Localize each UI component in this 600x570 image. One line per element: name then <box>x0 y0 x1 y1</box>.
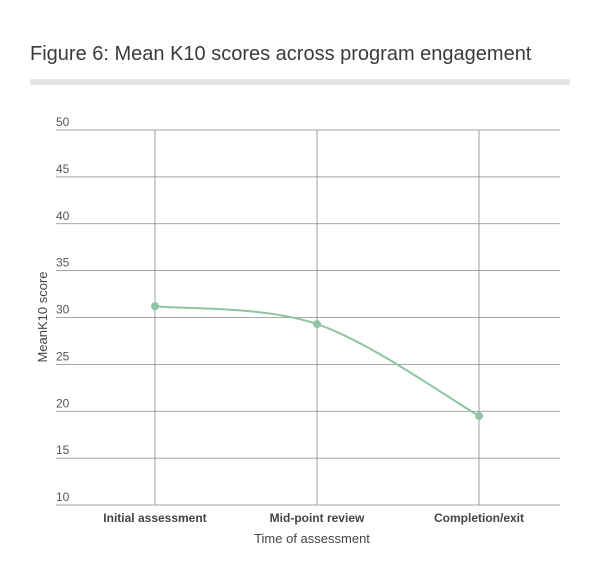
x-tick-label: Initial assessment <box>103 511 206 525</box>
series-layer <box>151 302 483 420</box>
title-divider <box>30 79 570 85</box>
grid-layer <box>56 129 560 506</box>
data-point <box>313 320 321 329</box>
data-point <box>151 302 159 311</box>
y-tick-label: 20 <box>56 396 70 410</box>
axis-layer: 10 15 20 25 30 35 40 45 50 Initial assessment Mid-… <box>56 115 524 525</box>
y-tick-label: 15 <box>56 443 70 457</box>
x-axis-title: Time of assessment <box>254 531 370 546</box>
y-tick-label: 10 <box>56 490 70 504</box>
y-tick-label: 30 <box>56 303 70 317</box>
y-tick-label: 45 <box>56 162 70 176</box>
data-point <box>475 411 483 420</box>
y-tick-label: 35 <box>56 256 70 270</box>
y-axis-title: MeanK10 score <box>35 271 50 362</box>
figure-title: Figure 6: Mean K10 scores across program… <box>30 43 532 65</box>
y-tick-label: 25 <box>56 349 70 363</box>
y-tick-label: 50 <box>56 115 70 129</box>
y-tick-label: 40 <box>56 209 70 223</box>
x-tick-label: Mid-point review <box>270 511 365 525</box>
x-tick-label: Completion/exit <box>434 511 524 525</box>
